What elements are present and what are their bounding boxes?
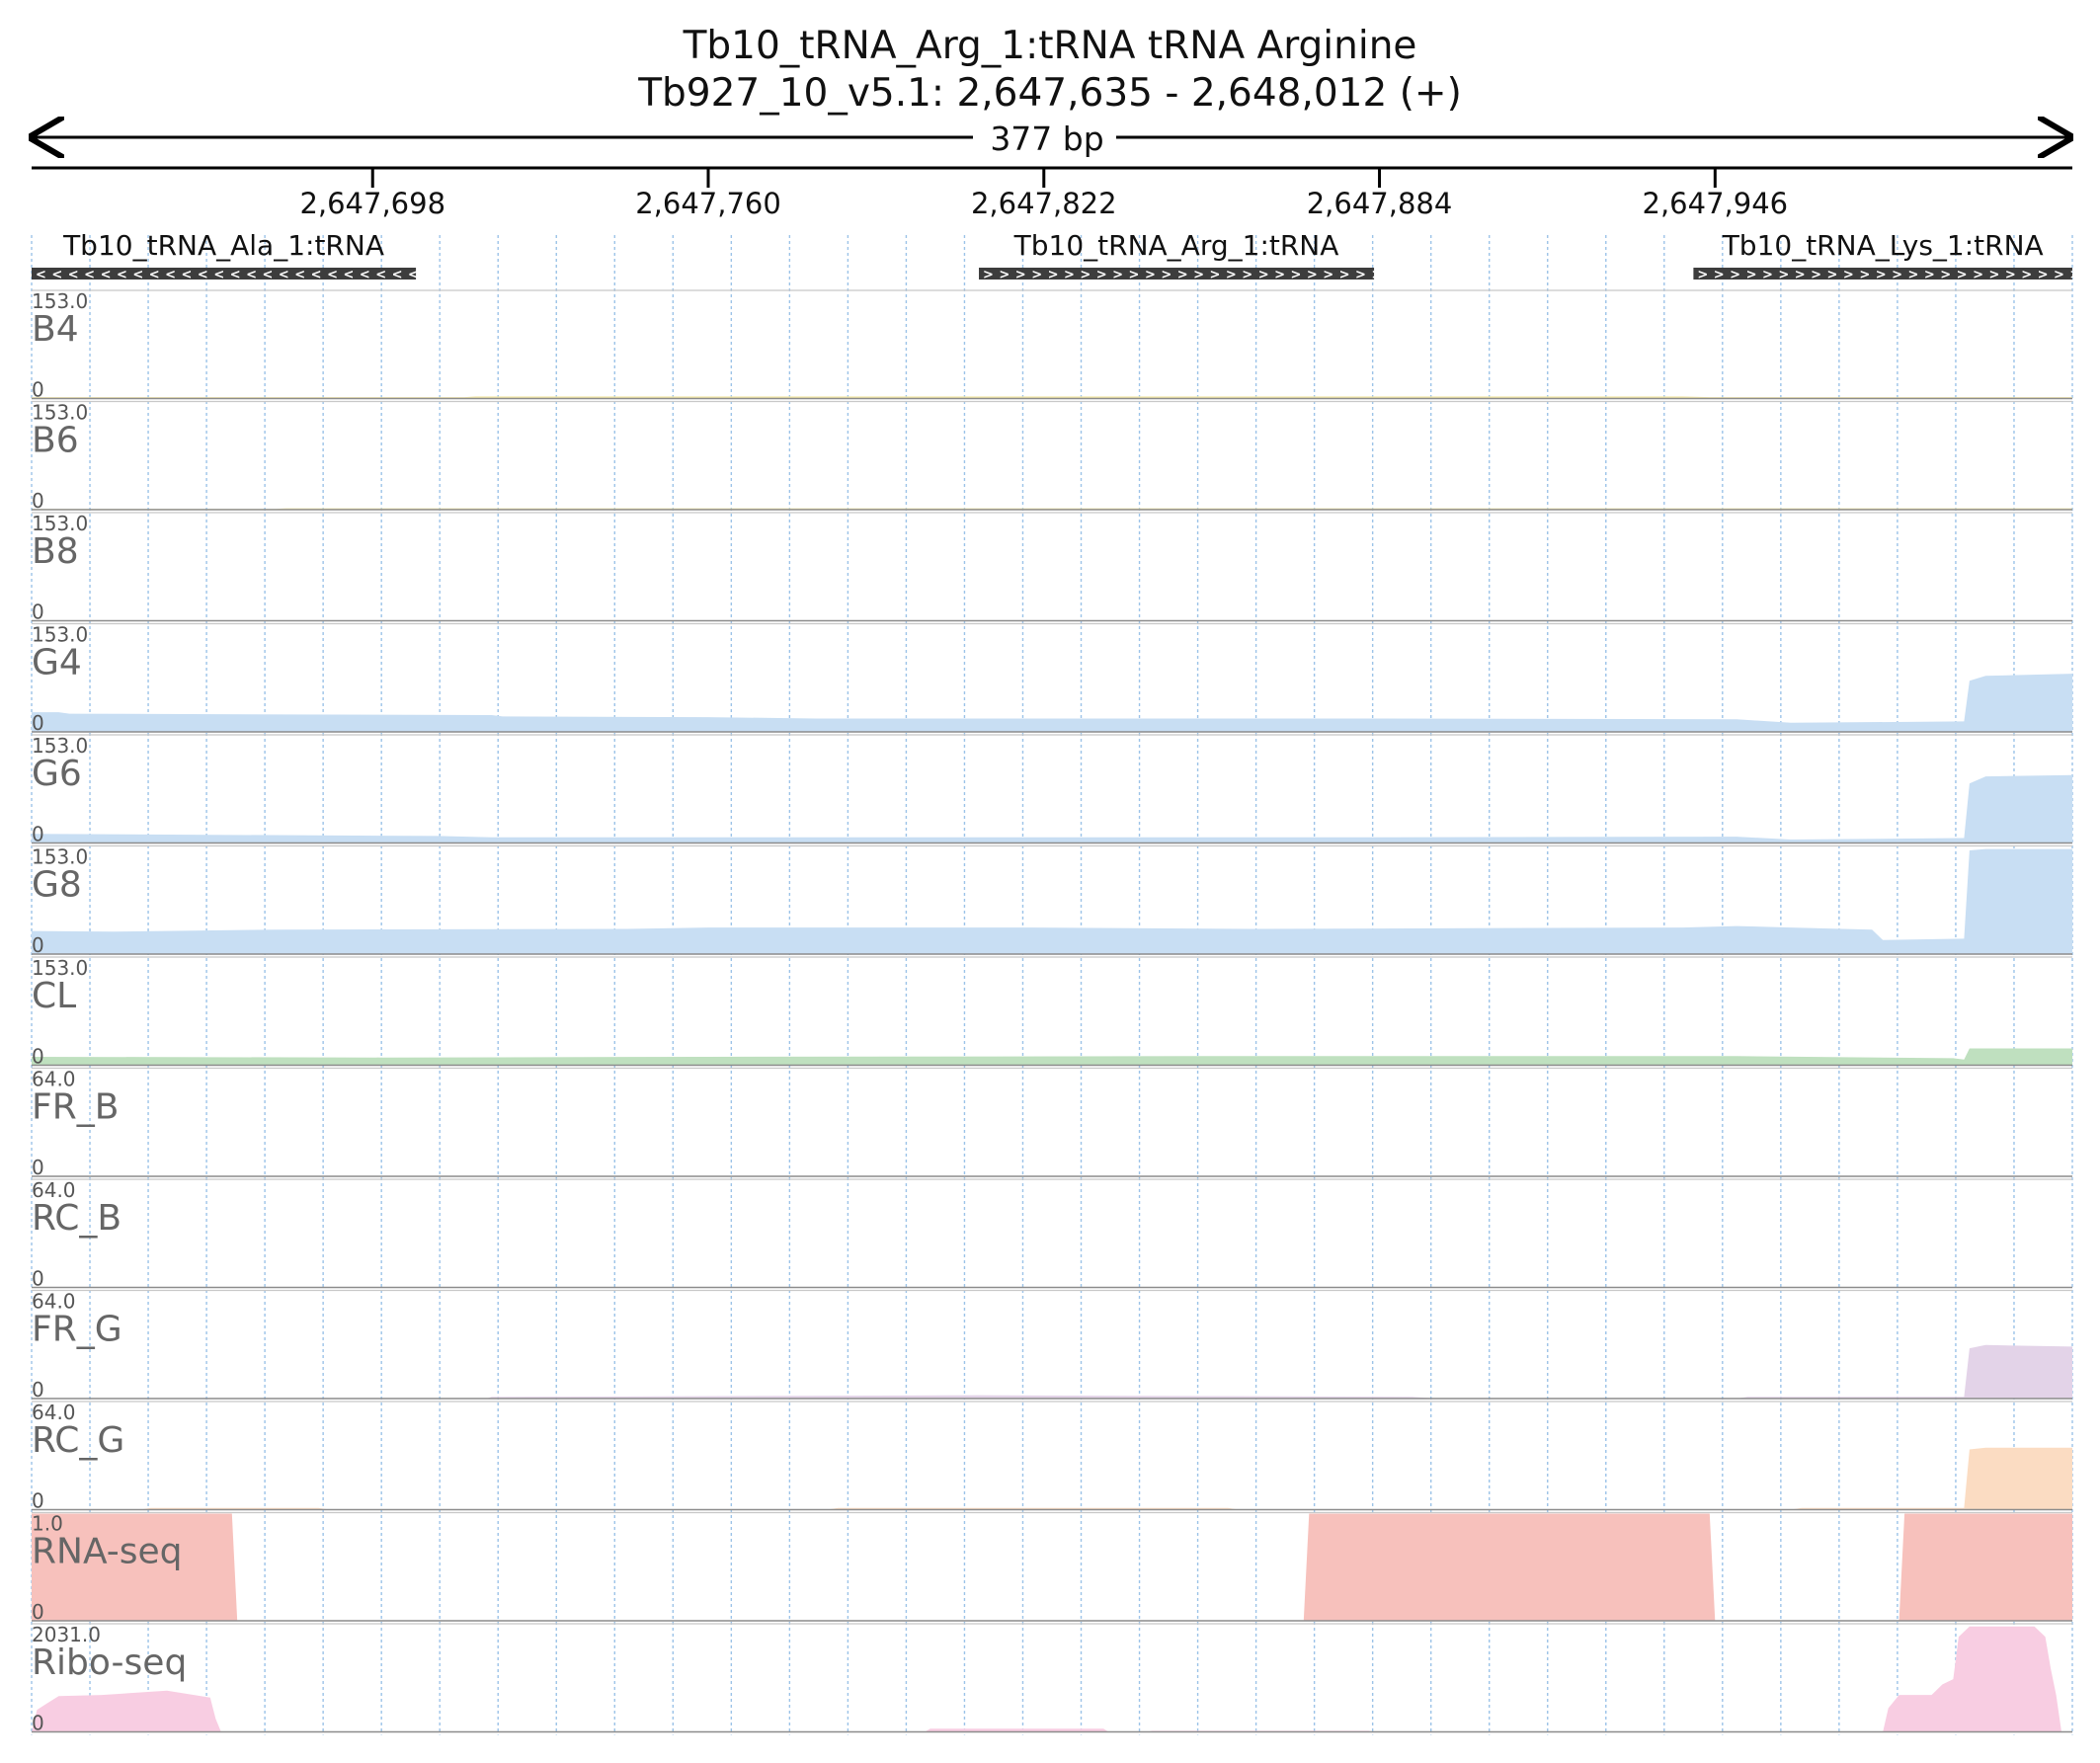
coverage-area <box>32 1513 2072 1621</box>
track-max-label: 153.0 <box>32 512 88 535</box>
track-name: G4 <box>32 643 82 683</box>
track-min-label: 0 <box>32 1378 44 1402</box>
track-min-label: 0 <box>32 1156 44 1179</box>
gene-track: Tb10_tRNA_Ala_1:tRNA <<<<<<<<<<<<<<<<<<<<… <box>32 229 2085 282</box>
track-max-label: 1.0 <box>32 1512 63 1536</box>
gene-bar <box>1693 268 2072 280</box>
track-max-label: 2031.0 <box>32 1623 101 1646</box>
track-min-label: 0 <box>32 1600 44 1624</box>
track-max-label: 153.0 <box>32 734 88 758</box>
track-rc_g[interactable]: 64.0RC_G 0 <box>32 1401 2072 1513</box>
coverage-area <box>32 1447 2072 1510</box>
ruler-tick-label: 2,647,946 <box>1643 187 1789 220</box>
track-b8[interactable]: 153.0B8 0 <box>32 512 2072 624</box>
track-fr_b[interactable]: 64.0FR_B 0 <box>32 1068 2072 1180</box>
coverage-area <box>32 774 2072 843</box>
track-g6[interactable]: 153.0G6 0 <box>32 734 2072 846</box>
gene-label: Tb10_tRNA_Ala_1:tRNA <box>62 229 384 262</box>
ruler-tick-label: 2,647,698 <box>299 187 445 220</box>
coverage-area <box>32 1344 2072 1399</box>
track-name: RNA-seq <box>32 1532 183 1572</box>
gene-label: Tb10_tRNA_Arg_1:tRNA <box>1013 229 1339 262</box>
track-max-label: 64.0 <box>32 1401 76 1424</box>
track-name: RC_G <box>32 1420 124 1461</box>
track-fr_g[interactable]: 64.0FR_G 0 <box>32 1290 2072 1402</box>
track-b6[interactable]: 153.0B6 0 <box>32 401 2072 514</box>
track-name: B6 <box>32 421 79 461</box>
strand-arrows: >>>>>>>>>>>>>>>>>>>>>>>> <box>1697 268 2085 282</box>
track-min-label: 0 <box>32 1267 44 1291</box>
ruler-tick-label: 2,647,884 <box>1307 187 1453 220</box>
track-max-label: 153.0 <box>32 845 88 869</box>
track-min-label: 0 <box>32 711 44 735</box>
track-min-label: 0 <box>32 1489 44 1513</box>
gene-label: Tb10_tRNA_Lys_1:tRNA <box>1722 229 2044 262</box>
locus-coordinates: Tb927_10_v5.1: 2,647,635 - 2,648,012 (+) <box>638 71 1462 116</box>
track-max-label: 153.0 <box>32 623 88 647</box>
track-name: G6 <box>32 754 82 794</box>
track-min-label: 0 <box>32 823 44 846</box>
coverage-tracks: 153.0B40153.0B60153.0B80153.0G40153.0G60… <box>32 289 2072 1735</box>
gene-feature[interactable]: Tb10_tRNA_Lys_1:tRNA >>>>>>>>>>>>>>>>>>>>… <box>1693 229 2085 282</box>
track-max-label: 64.0 <box>32 1178 76 1202</box>
coverage-area <box>32 848 2072 954</box>
span-label: 377 bp <box>990 120 1103 158</box>
gene-feature[interactable]: Tb10_tRNA_Arg_1:tRNA >>>>>>>>>>>>>>>>>>>>… <box>979 229 1388 282</box>
gene-bar <box>32 268 417 280</box>
coverage-area <box>32 1048 2072 1066</box>
track-max-label: 64.0 <box>32 1068 76 1091</box>
track-rc_b[interactable]: 64.0RC_B 0 <box>32 1178 2072 1291</box>
gene-feature[interactable]: Tb10_tRNA_Ala_1:tRNA <<<<<<<<<<<<<<<<<<<<… <box>32 229 424 282</box>
track-name: B4 <box>32 309 79 350</box>
track-max-label: 153.0 <box>32 289 88 313</box>
track-name: FR_G <box>32 1310 122 1350</box>
track-name: G8 <box>32 865 82 906</box>
grid-lines <box>31 235 2073 1735</box>
track-max-label: 153.0 <box>32 956 88 980</box>
gene-bar <box>979 268 1375 280</box>
strand-arrows: <<<<<<<<<<<<<<<<<<<<<<<< <box>36 268 424 282</box>
track-name: FR_B <box>32 1087 119 1128</box>
track-min-label: 0 <box>32 1712 44 1735</box>
track-name: CL <box>32 976 76 1016</box>
track-min-label: 0 <box>32 601 44 624</box>
track-b4[interactable]: 153.0B4 0 <box>32 289 2072 402</box>
coverage-area <box>32 1626 2072 1732</box>
track-name: RC_B <box>32 1198 121 1239</box>
track-g4[interactable]: 153.0G4 0 <box>32 623 2072 736</box>
track-g8[interactable]: 153.0G8 0 <box>32 845 2072 958</box>
track-min-label: 0 <box>32 378 44 402</box>
track-max-label: 64.0 <box>32 1290 76 1314</box>
track-cl[interactable]: 153.0CL 0 <box>32 956 2072 1069</box>
ruler-tick-label: 2,647,822 <box>971 187 1117 220</box>
track-max-label: 153.0 <box>32 401 88 425</box>
coverage-area <box>32 674 2072 732</box>
track-name: Ribo-seq <box>32 1643 187 1683</box>
ruler-ticks: 2,647,698 2,647,760 2,647,822 2,647,884 2,64… <box>299 168 1788 220</box>
feature-title: Tb10_tRNA_Arg_1:tRNA tRNA Arginine <box>683 24 1417 68</box>
ruler-tick-label: 2,647,760 <box>635 187 781 220</box>
track-min-label: 0 <box>32 933 44 957</box>
track-min-label: 0 <box>32 1045 44 1069</box>
track-name: B8 <box>32 531 79 572</box>
track-min-label: 0 <box>32 489 44 513</box>
strand-arrows: >>>>>>>>>>>>>>>>>>>>>>>>> <box>983 268 1388 282</box>
